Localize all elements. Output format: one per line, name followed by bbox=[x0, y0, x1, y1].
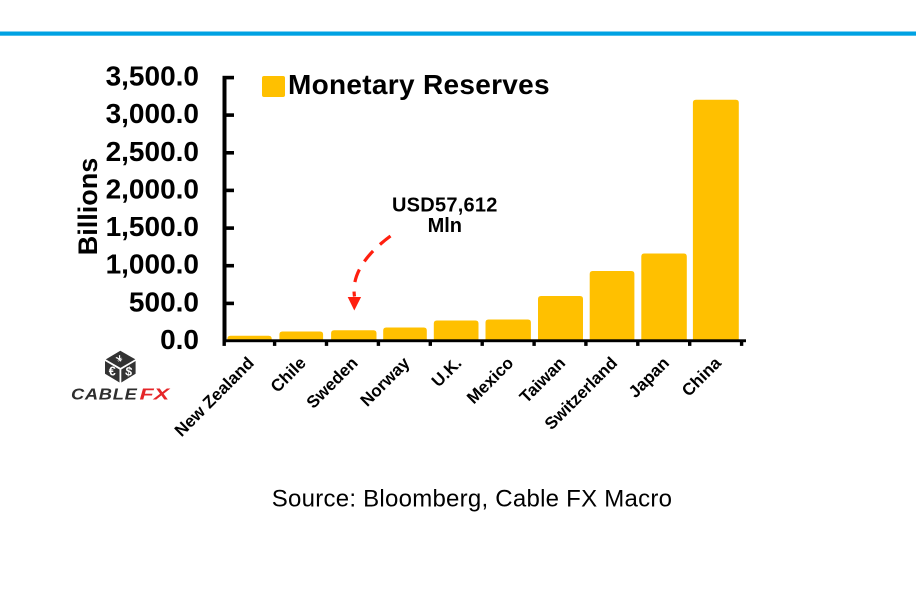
svg-text:€: € bbox=[109, 365, 116, 379]
svg-text:500.0: 500.0 bbox=[129, 286, 199, 317]
svg-text:CABLE: CABLE bbox=[71, 386, 138, 403]
svg-text:1,000.0: 1,000.0 bbox=[106, 249, 199, 280]
svg-text:$: $ bbox=[124, 364, 133, 379]
svg-text:Source: Bloomberg, Cable FX Ma: Source: Bloomberg, Cable FX Macro bbox=[272, 486, 672, 513]
svg-text:Billions: Billions bbox=[73, 158, 103, 256]
svg-text:USD57,612: USD57,612 bbox=[392, 195, 498, 217]
svg-text:Mln: Mln bbox=[428, 215, 462, 237]
svg-text:Monetary Reserves: Monetary Reserves bbox=[288, 69, 550, 100]
svg-text:3,000.0: 3,000.0 bbox=[106, 98, 199, 129]
svg-text:¥: ¥ bbox=[115, 353, 125, 364]
svg-text:2,500.0: 2,500.0 bbox=[106, 136, 199, 167]
svg-text:1,500.0: 1,500.0 bbox=[106, 211, 199, 242]
svg-text:2,000.0: 2,000.0 bbox=[106, 173, 199, 204]
svg-text:0.0: 0.0 bbox=[160, 324, 199, 355]
svg-text:3,500.0: 3,500.0 bbox=[106, 61, 199, 92]
svg-text:FX: FX bbox=[140, 386, 172, 403]
